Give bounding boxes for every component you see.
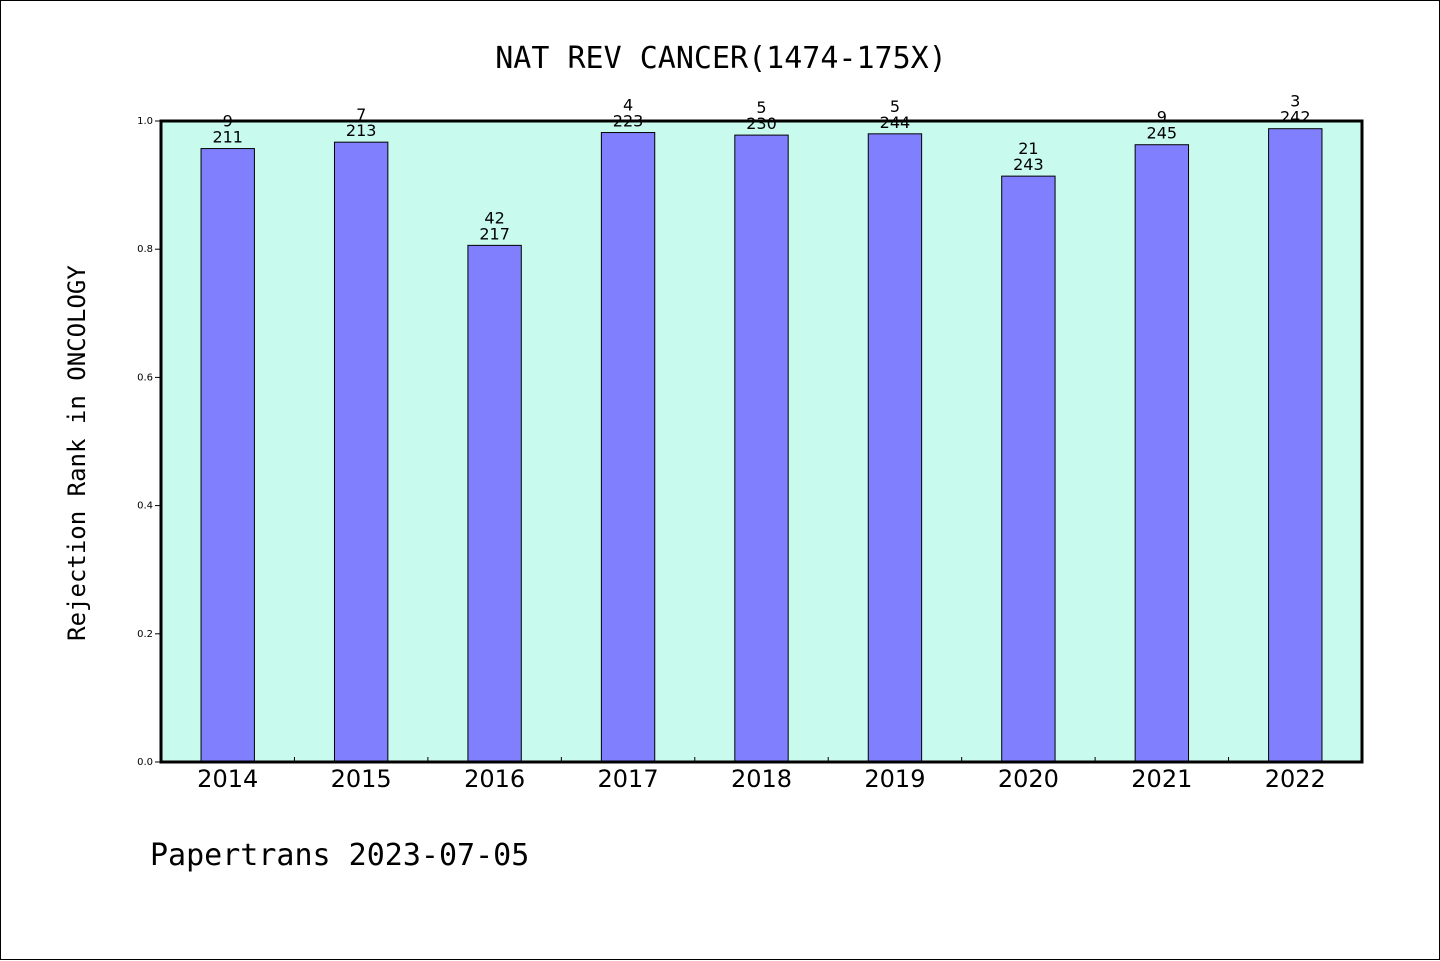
bar-2022 xyxy=(1268,128,1323,763)
bar-2021 xyxy=(1134,144,1190,763)
y-tick-label: 0.0 xyxy=(137,757,153,768)
plot-border xyxy=(159,119,1364,764)
y-axis-ticks: 0.0 0.2 0.4 0.6 0.8 1.0 xyxy=(137,116,161,768)
x-tick-label: 2022 xyxy=(1265,765,1326,793)
y-tick-label: 0.6 xyxy=(137,372,153,383)
bar-total-label: 243 xyxy=(1013,155,1044,174)
bar-rank-label: 21 xyxy=(1018,139,1038,158)
bar-2015 xyxy=(333,141,389,763)
bar-rank-label: 9 xyxy=(1157,108,1167,127)
y-tick-label: 0.2 xyxy=(137,629,153,640)
bar-total-label: 242 xyxy=(1280,108,1311,127)
bar-total-label: 211 xyxy=(212,128,243,147)
x-tick-label: 2017 xyxy=(598,765,659,793)
x-tick-label: 2021 xyxy=(1131,765,1192,793)
bar-2020 xyxy=(1001,175,1056,763)
bar-rank-label: 3 xyxy=(1290,92,1300,111)
bar-2017 xyxy=(600,132,656,763)
bar-rank-label: 4 xyxy=(623,96,633,115)
bar-rank-label: 42 xyxy=(484,208,504,227)
y-tick-label: 0.4 xyxy=(137,501,153,512)
footer-date-stamp: Papertrans 2023-07-05 xyxy=(150,838,529,873)
bar-2019 xyxy=(867,133,923,763)
bars-group xyxy=(200,128,1323,763)
bar-rank-label: 5 xyxy=(756,98,766,117)
bar-rank-label: 7 xyxy=(356,105,366,124)
bar-2018 xyxy=(734,134,789,763)
x-tick-label: 2015 xyxy=(331,765,392,793)
bar-2014 xyxy=(200,148,255,763)
bar-rank-label: 5 xyxy=(890,97,900,116)
y-axis-label: Rejection Rank in ONCOLOGY xyxy=(63,265,91,641)
bar-total-label: 217 xyxy=(479,224,510,243)
x-tick-label: 2020 xyxy=(998,765,1059,793)
x-tick-label: 2014 xyxy=(197,765,258,793)
chart-title: NAT REV CANCER(1474-175X) xyxy=(495,41,947,76)
y-tick-label: 1.0 xyxy=(137,116,153,127)
x-tick-label: 2018 xyxy=(731,765,792,793)
y-tick-label: 0.8 xyxy=(137,244,153,255)
bar-total-label: 230 xyxy=(746,114,777,133)
x-tick-label: 2019 xyxy=(864,765,925,793)
bar-total-label: 213 xyxy=(346,121,377,140)
bar-total-label: 245 xyxy=(1147,124,1178,143)
x-tick-label: 2016 xyxy=(464,765,525,793)
bar-2016 xyxy=(467,244,522,763)
x-axis-ticks: 2014 2015 2016 2017 2018 2019 2020 2021 2022 xyxy=(197,757,1326,793)
